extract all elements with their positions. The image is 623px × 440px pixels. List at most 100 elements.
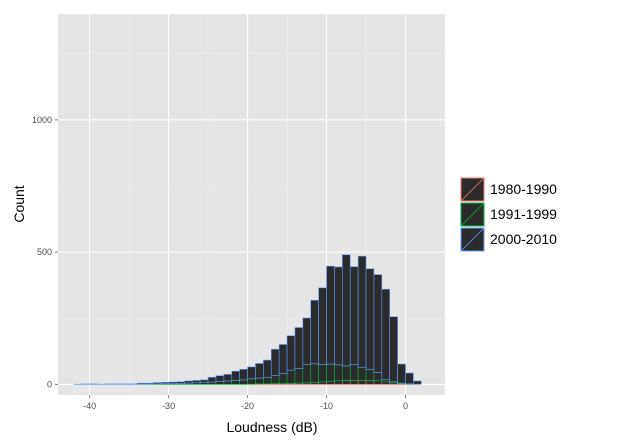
legend-item: 1991-1999 (460, 202, 557, 227)
bar-segment (318, 364, 327, 383)
bar-segment (342, 365, 351, 381)
bar-segment (263, 376, 272, 385)
bar-segment (349, 380, 359, 385)
x-axis-title: Loudness (dB) (226, 419, 317, 435)
bar-segment (365, 369, 375, 381)
bar-segment (191, 380, 201, 384)
legend-item: 2000-2010 (460, 227, 557, 252)
bar-segment (184, 380, 193, 384)
x-tick-label: -40 (83, 401, 96, 411)
legend: 1980-1990 1991-1999 2000-2010 (460, 177, 557, 252)
bar-segment (349, 364, 359, 381)
bar-segment (302, 317, 312, 365)
bar-segment (349, 266, 359, 365)
bar-segment (144, 382, 154, 385)
legend-key-slash (460, 177, 485, 202)
legend-key-slash (460, 227, 485, 252)
bar-segment (168, 381, 177, 384)
bar-segment (389, 316, 398, 383)
bar-segment (247, 366, 256, 380)
bar-segment (136, 382, 146, 385)
x-tick-label: 0 (403, 401, 408, 411)
bar-segment (381, 381, 391, 385)
bar-segment (199, 379, 209, 383)
bar-segment (405, 372, 414, 385)
legend-key-slash (460, 202, 485, 227)
bar-segment (326, 363, 335, 382)
bar-segment (255, 363, 264, 379)
bar-segment (357, 255, 367, 368)
bar-segment (294, 327, 304, 369)
bar-segment (152, 382, 161, 385)
bar-segment (215, 381, 225, 385)
bar-segment (373, 380, 383, 385)
bar-segment (270, 348, 280, 376)
bar-segment (105, 383, 114, 385)
legend-label: 1991-1999 (490, 206, 557, 222)
bar-segment (255, 377, 264, 385)
bar-segment (223, 380, 233, 385)
y-axis-title: Count (11, 185, 27, 222)
bar-segment (120, 383, 130, 385)
bar-segment (397, 363, 406, 384)
bar-segment (231, 380, 240, 385)
bar-segment (286, 369, 296, 384)
y-tick-label: 500 (37, 247, 52, 257)
legend-label: 1980-1990 (490, 181, 557, 197)
bar-segment (373, 274, 383, 373)
bar-segment (357, 380, 367, 385)
bar-segment (128, 383, 138, 385)
bar-segment (365, 268, 375, 370)
bar-segment (263, 359, 272, 378)
bar-segment (231, 370, 240, 381)
bar-segment (89, 383, 98, 385)
bar-segment (310, 381, 319, 385)
bar-segment (381, 288, 391, 380)
bar-segment (342, 380, 351, 385)
bar-segment (223, 374, 233, 382)
bar-segment (278, 373, 288, 384)
bar-segment (239, 369, 248, 381)
bar-segment (381, 379, 391, 383)
bar-segment (302, 364, 312, 384)
bar-segment (112, 383, 122, 385)
bar-segment (215, 375, 225, 382)
grid-minor (58, 14, 446, 395)
x-tick-label: -20 (241, 401, 254, 411)
bar-segment (365, 380, 375, 385)
bar-segment (318, 287, 327, 365)
bar-segment (176, 381, 185, 384)
y-tick-label: 0 (47, 379, 52, 389)
y-tick-label: 1000 (32, 115, 52, 125)
bar-segment (334, 266, 343, 366)
bar-segment (342, 254, 351, 367)
bar-segment (247, 378, 256, 385)
bar-segment (207, 381, 217, 385)
x-tick-label: -30 (162, 401, 175, 411)
bar-segment (357, 366, 367, 381)
bar-segment (278, 344, 288, 374)
bar-segment (318, 381, 327, 385)
x-axis-ticks: -40 -30 -20 -10 0 (83, 395, 408, 411)
bar-segment (81, 383, 90, 385)
bar-segment (326, 380, 335, 385)
bar-segment (334, 364, 343, 382)
bar-segment (310, 299, 319, 365)
legend-item: 1980-1990 (460, 177, 557, 202)
bar-segment (413, 380, 422, 385)
bar-segment (239, 379, 248, 385)
x-tick-label: -10 (320, 401, 333, 411)
bar-segment (326, 265, 335, 365)
bar-segment (270, 375, 280, 384)
bar-segment (286, 335, 296, 371)
bar-segment (373, 372, 383, 382)
bar-segment (160, 381, 169, 384)
bar-segment (207, 376, 217, 383)
legend-label: 2000-2010 (490, 231, 557, 247)
y-axis-ticks: 0 500 1000 (32, 115, 58, 389)
bar-segment (294, 368, 304, 384)
bar-segment (334, 380, 343, 385)
histogram-bars (73, 254, 422, 385)
bar-segment (310, 363, 319, 383)
